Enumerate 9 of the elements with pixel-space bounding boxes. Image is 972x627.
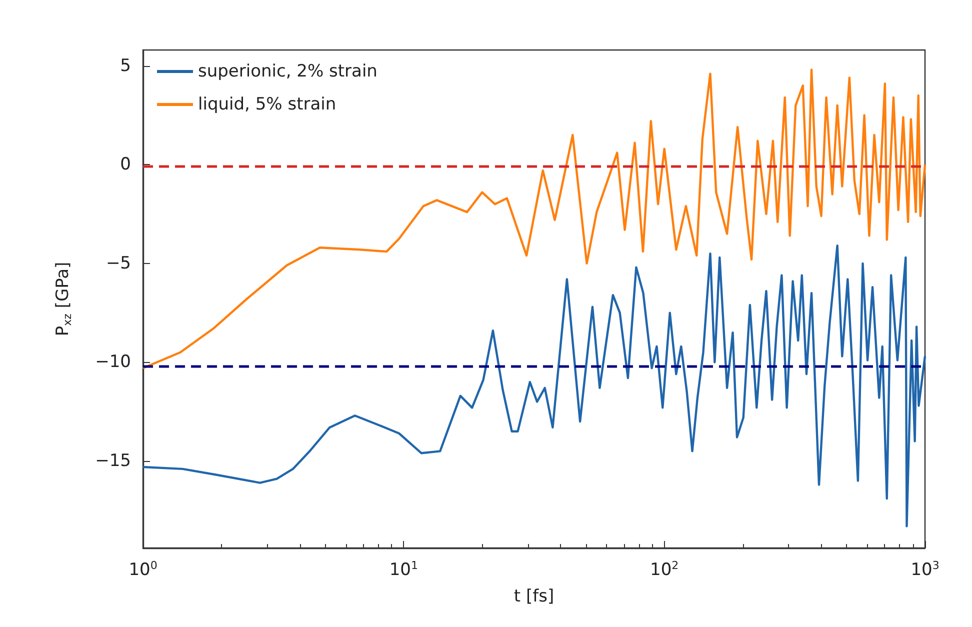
legend-label: liquid, 5% strain: [198, 94, 336, 114]
x-axis-title: t [fs]: [514, 586, 554, 606]
y-tick-label: −10: [95, 352, 131, 372]
y-tick-label: 0: [120, 154, 131, 175]
y-tick-label: 5: [120, 56, 131, 76]
legend-label: superionic, 2% strain: [198, 62, 378, 82]
y-tick-label: −5: [106, 253, 131, 274]
y-axis-title: Pxz [GPa]: [53, 262, 74, 336]
y-tick-label: −15: [95, 451, 131, 472]
